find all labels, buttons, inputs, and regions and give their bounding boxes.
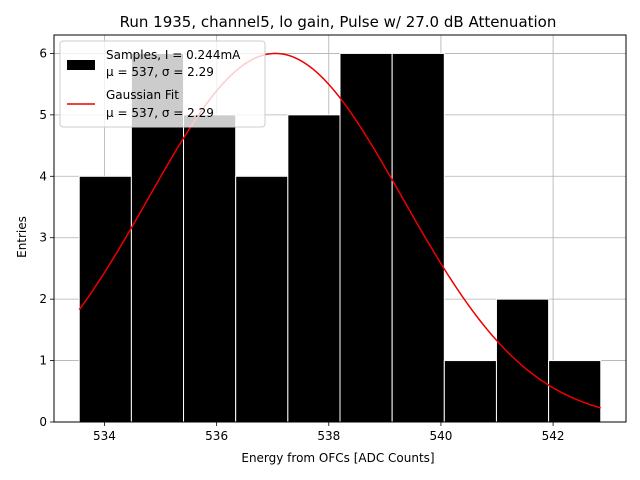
legend-swatch-samples <box>67 60 95 70</box>
histogram-bar-3 <box>183 114 237 423</box>
legend: Samples, I = 0.244mA μ = 537, σ = 2.29 G… <box>59 40 266 128</box>
y-tick-label: 6 <box>39 46 47 60</box>
histogram-bar-5 <box>287 114 341 423</box>
y-axis-label: Entries <box>15 216 29 258</box>
legend-box <box>59 40 266 128</box>
y-tick-label: 5 <box>39 108 47 122</box>
gaussian-fit <box>78 52 601 409</box>
plot-frame <box>53 34 627 423</box>
chart-title: Run 1935, channel5, lo gain, Pulse w/ 27… <box>120 13 557 31</box>
y-tick-label: 2 <box>39 292 47 306</box>
histogram-bar-8 <box>443 360 497 423</box>
x-tick-label: 536 <box>205 429 228 443</box>
histogram-bar-4 <box>235 175 289 423</box>
legend-fit-label: Gaussian Fit <box>106 88 179 102</box>
histogram-bar-1 <box>78 175 132 423</box>
y-tick-label: 0 <box>39 415 47 429</box>
legend-samples-label: Samples, I = 0.244mA <box>106 48 241 62</box>
gaussian-fit-line <box>78 52 601 409</box>
x-axis-label: Energy from OFCs [ADC Counts] <box>241 451 434 465</box>
y-tick-label: 4 <box>39 169 47 183</box>
x-tick-label: 534 <box>93 429 116 443</box>
legend-samples-stats: μ = 537, σ = 2.29 <box>106 65 214 79</box>
x-tick-label: 538 <box>317 429 340 443</box>
y-tick-label: 3 <box>39 231 47 245</box>
y-tick-label: 1 <box>39 354 47 368</box>
histogram-bar-9 <box>495 298 550 423</box>
axis-ticks: 534 536 538 540 542 0 1 2 3 4 5 6 <box>39 46 564 443</box>
x-tick-label: 542 <box>542 429 565 443</box>
histogram-bar-7 <box>391 52 445 423</box>
histogram-bar-10 <box>548 360 602 423</box>
x-tick-label: 540 <box>429 429 452 443</box>
legend-fit-stats: μ = 537, σ = 2.29 <box>106 106 214 120</box>
